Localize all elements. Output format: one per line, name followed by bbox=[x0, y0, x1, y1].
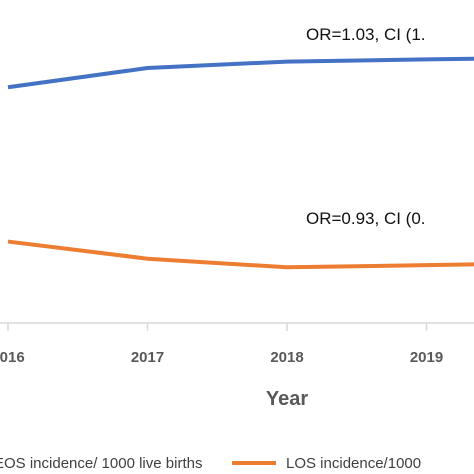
series-layer bbox=[7, 56, 474, 270]
legend: EOS incidence/ 1000 live births LOS incid… bbox=[0, 455, 421, 472]
x-tick-label: 2017 bbox=[131, 349, 164, 366]
legend-label: EOS incidence/ 1000 live births bbox=[0, 455, 202, 472]
series-line-los bbox=[7, 239, 474, 270]
x-axis-label: Year bbox=[266, 388, 308, 410]
x-tick-label: 2018 bbox=[270, 349, 303, 366]
series-line-eos bbox=[7, 56, 474, 90]
series-annotation: OR=1.03, CI (1. bbox=[306, 25, 426, 44]
x-tick-label: 2019 bbox=[410, 349, 443, 366]
annotations: OR=1.03, CI (1. OR=0.93, CI (0. bbox=[306, 25, 426, 228]
x-tick-label: 2016 bbox=[0, 349, 25, 366]
series-annotation: OR=0.93, CI (0. bbox=[306, 209, 426, 228]
x-axis-ticks: 2016 2017 2018 2019 bbox=[0, 323, 443, 366]
legend-label: LOS incidence/1000 bbox=[286, 455, 421, 472]
